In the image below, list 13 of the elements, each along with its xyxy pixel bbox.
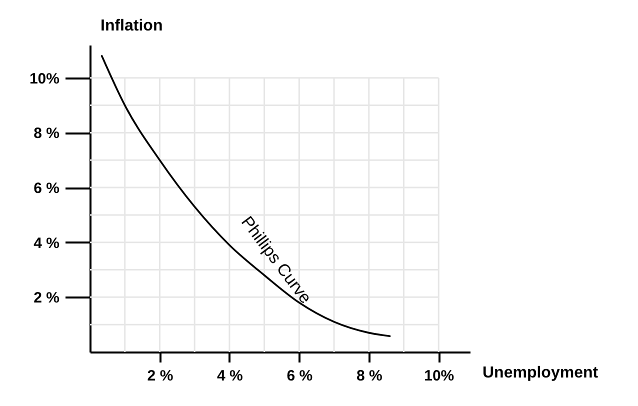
- x-tick-label: 2 %: [147, 368, 174, 384]
- x-tick-label: 6 %: [286, 368, 313, 384]
- line-series: [100, 55, 391, 337]
- x-tick-label: 10%: [424, 368, 454, 384]
- y-tick-label: 8 %: [34, 125, 60, 142]
- x-tick-label: 4 %: [217, 368, 243, 384]
- x-tick-label: 8 %: [356, 368, 382, 384]
- y-tick-label: 2 %: [34, 290, 60, 307]
- y-tick-label: 4 %: [34, 234, 60, 252]
- x-axis-title: Unemployment: [482, 364, 599, 382]
- y-tick-label: 6 %: [34, 180, 60, 198]
- y-tick-label: 10%: [29, 70, 60, 88]
- y-axis-title: Inflation: [100, 18, 163, 34]
